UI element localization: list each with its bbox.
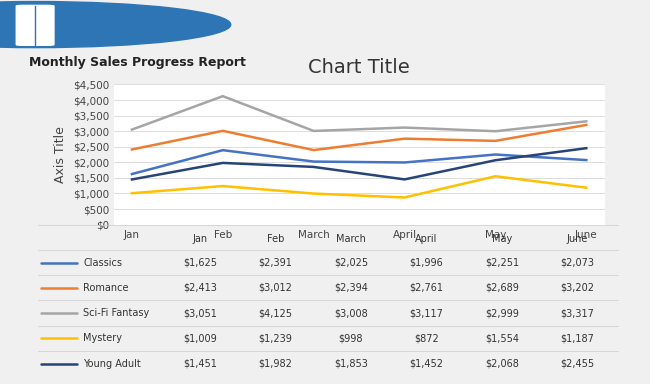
Circle shape — [0, 2, 231, 48]
Y-axis label: Axis Title: Axis Title — [54, 126, 67, 183]
Text: $1,982: $1,982 — [259, 359, 292, 369]
Text: $998: $998 — [339, 333, 363, 343]
Text: $2,073: $2,073 — [560, 258, 595, 268]
Text: March: March — [336, 233, 366, 243]
Text: $2,999: $2,999 — [485, 308, 519, 318]
Text: $2,761: $2,761 — [410, 283, 443, 293]
Text: $2,391: $2,391 — [259, 258, 292, 268]
Text: Classics: Classics — [83, 258, 122, 268]
Text: $1,554: $1,554 — [485, 333, 519, 343]
Text: April: April — [415, 233, 437, 243]
Text: $3,008: $3,008 — [334, 308, 368, 318]
Text: $1,996: $1,996 — [410, 258, 443, 268]
Text: $1,625: $1,625 — [183, 258, 217, 268]
Text: $3,317: $3,317 — [561, 308, 595, 318]
Text: $2,068: $2,068 — [485, 359, 519, 369]
Text: Young Adult: Young Adult — [83, 359, 141, 369]
Text: $2,413: $2,413 — [183, 283, 216, 293]
Text: $1,451: $1,451 — [183, 359, 216, 369]
Title: Chart Title: Chart Title — [308, 58, 410, 77]
Text: $2,689: $2,689 — [485, 283, 519, 293]
Text: June: June — [567, 233, 588, 243]
Text: Feb: Feb — [266, 233, 284, 243]
Text: $3,051: $3,051 — [183, 308, 216, 318]
FancyBboxPatch shape — [16, 5, 54, 45]
Text: $2,025: $2,025 — [334, 258, 368, 268]
Text: $3,202: $3,202 — [560, 283, 595, 293]
Text: Sci-Fi Fantasy: Sci-Fi Fantasy — [83, 308, 150, 318]
Text: Jan: Jan — [192, 233, 207, 243]
Text: $2,455: $2,455 — [560, 359, 595, 369]
Text: Monthly Sales Progress Report: Monthly Sales Progress Report — [29, 56, 246, 70]
Text: Romance: Romance — [83, 283, 129, 293]
Text: $1,853: $1,853 — [334, 359, 368, 369]
Text: $1,009: $1,009 — [183, 333, 216, 343]
Text: $4,125: $4,125 — [258, 308, 292, 318]
Text: $1,239: $1,239 — [259, 333, 292, 343]
Text: $1,187: $1,187 — [561, 333, 595, 343]
Text: Mystery: Mystery — [83, 333, 122, 343]
Text: $2,251: $2,251 — [485, 258, 519, 268]
Text: $872: $872 — [414, 333, 439, 343]
Text: $3,012: $3,012 — [259, 283, 292, 293]
Text: $3,117: $3,117 — [410, 308, 443, 318]
Text: $1,452: $1,452 — [410, 359, 443, 369]
Text: $2,394: $2,394 — [334, 283, 368, 293]
Text: Ballard Books: Ballard Books — [81, 16, 220, 33]
Text: May: May — [492, 233, 512, 243]
